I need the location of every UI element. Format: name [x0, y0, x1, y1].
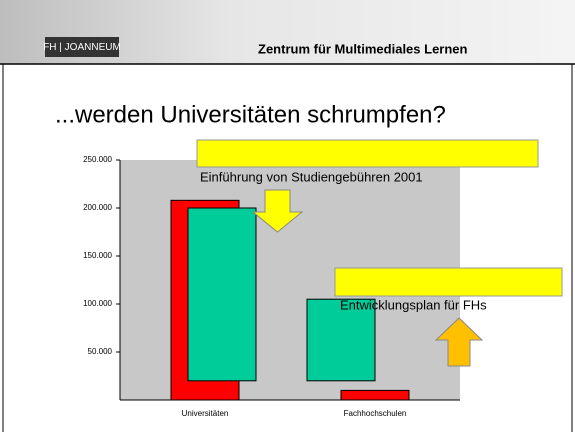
overlay-box [306, 298, 376, 382]
x-tick-label: Fachhochschulen [344, 409, 407, 418]
y-tick-label: 200.000 [83, 203, 112, 212]
logo-box [45, 37, 119, 57]
bar [340, 389, 410, 401]
y-tick-label: 250.000 [83, 155, 112, 164]
arrow-down [251, 189, 304, 233]
header-title: Zentrum für Multimediales Lernen [258, 41, 468, 56]
marks: 50.000 100.000 150.000 200.000 250.000 Univer… [83, 155, 410, 418]
x-tick-label: Universitäten [182, 409, 229, 418]
y-tick-label: 150.000 [83, 251, 112, 260]
y-tick-label: 100.000 [83, 299, 112, 308]
annotation: Einführung von Studiengebühren 2001 [200, 169, 423, 184]
annotation-box [196, 139, 539, 168]
arrow-up [434, 317, 484, 367]
y-tick-label: 50.000 [88, 347, 113, 356]
annotation-box [334, 267, 563, 297]
slide-title: ...werden Universitäten schrumpfen? [55, 101, 446, 128]
logo: FH | JOANNEUM [43, 42, 121, 53]
overlay-box [187, 207, 257, 382]
annotation: Entwicklungsplan für FHs [340, 297, 487, 312]
